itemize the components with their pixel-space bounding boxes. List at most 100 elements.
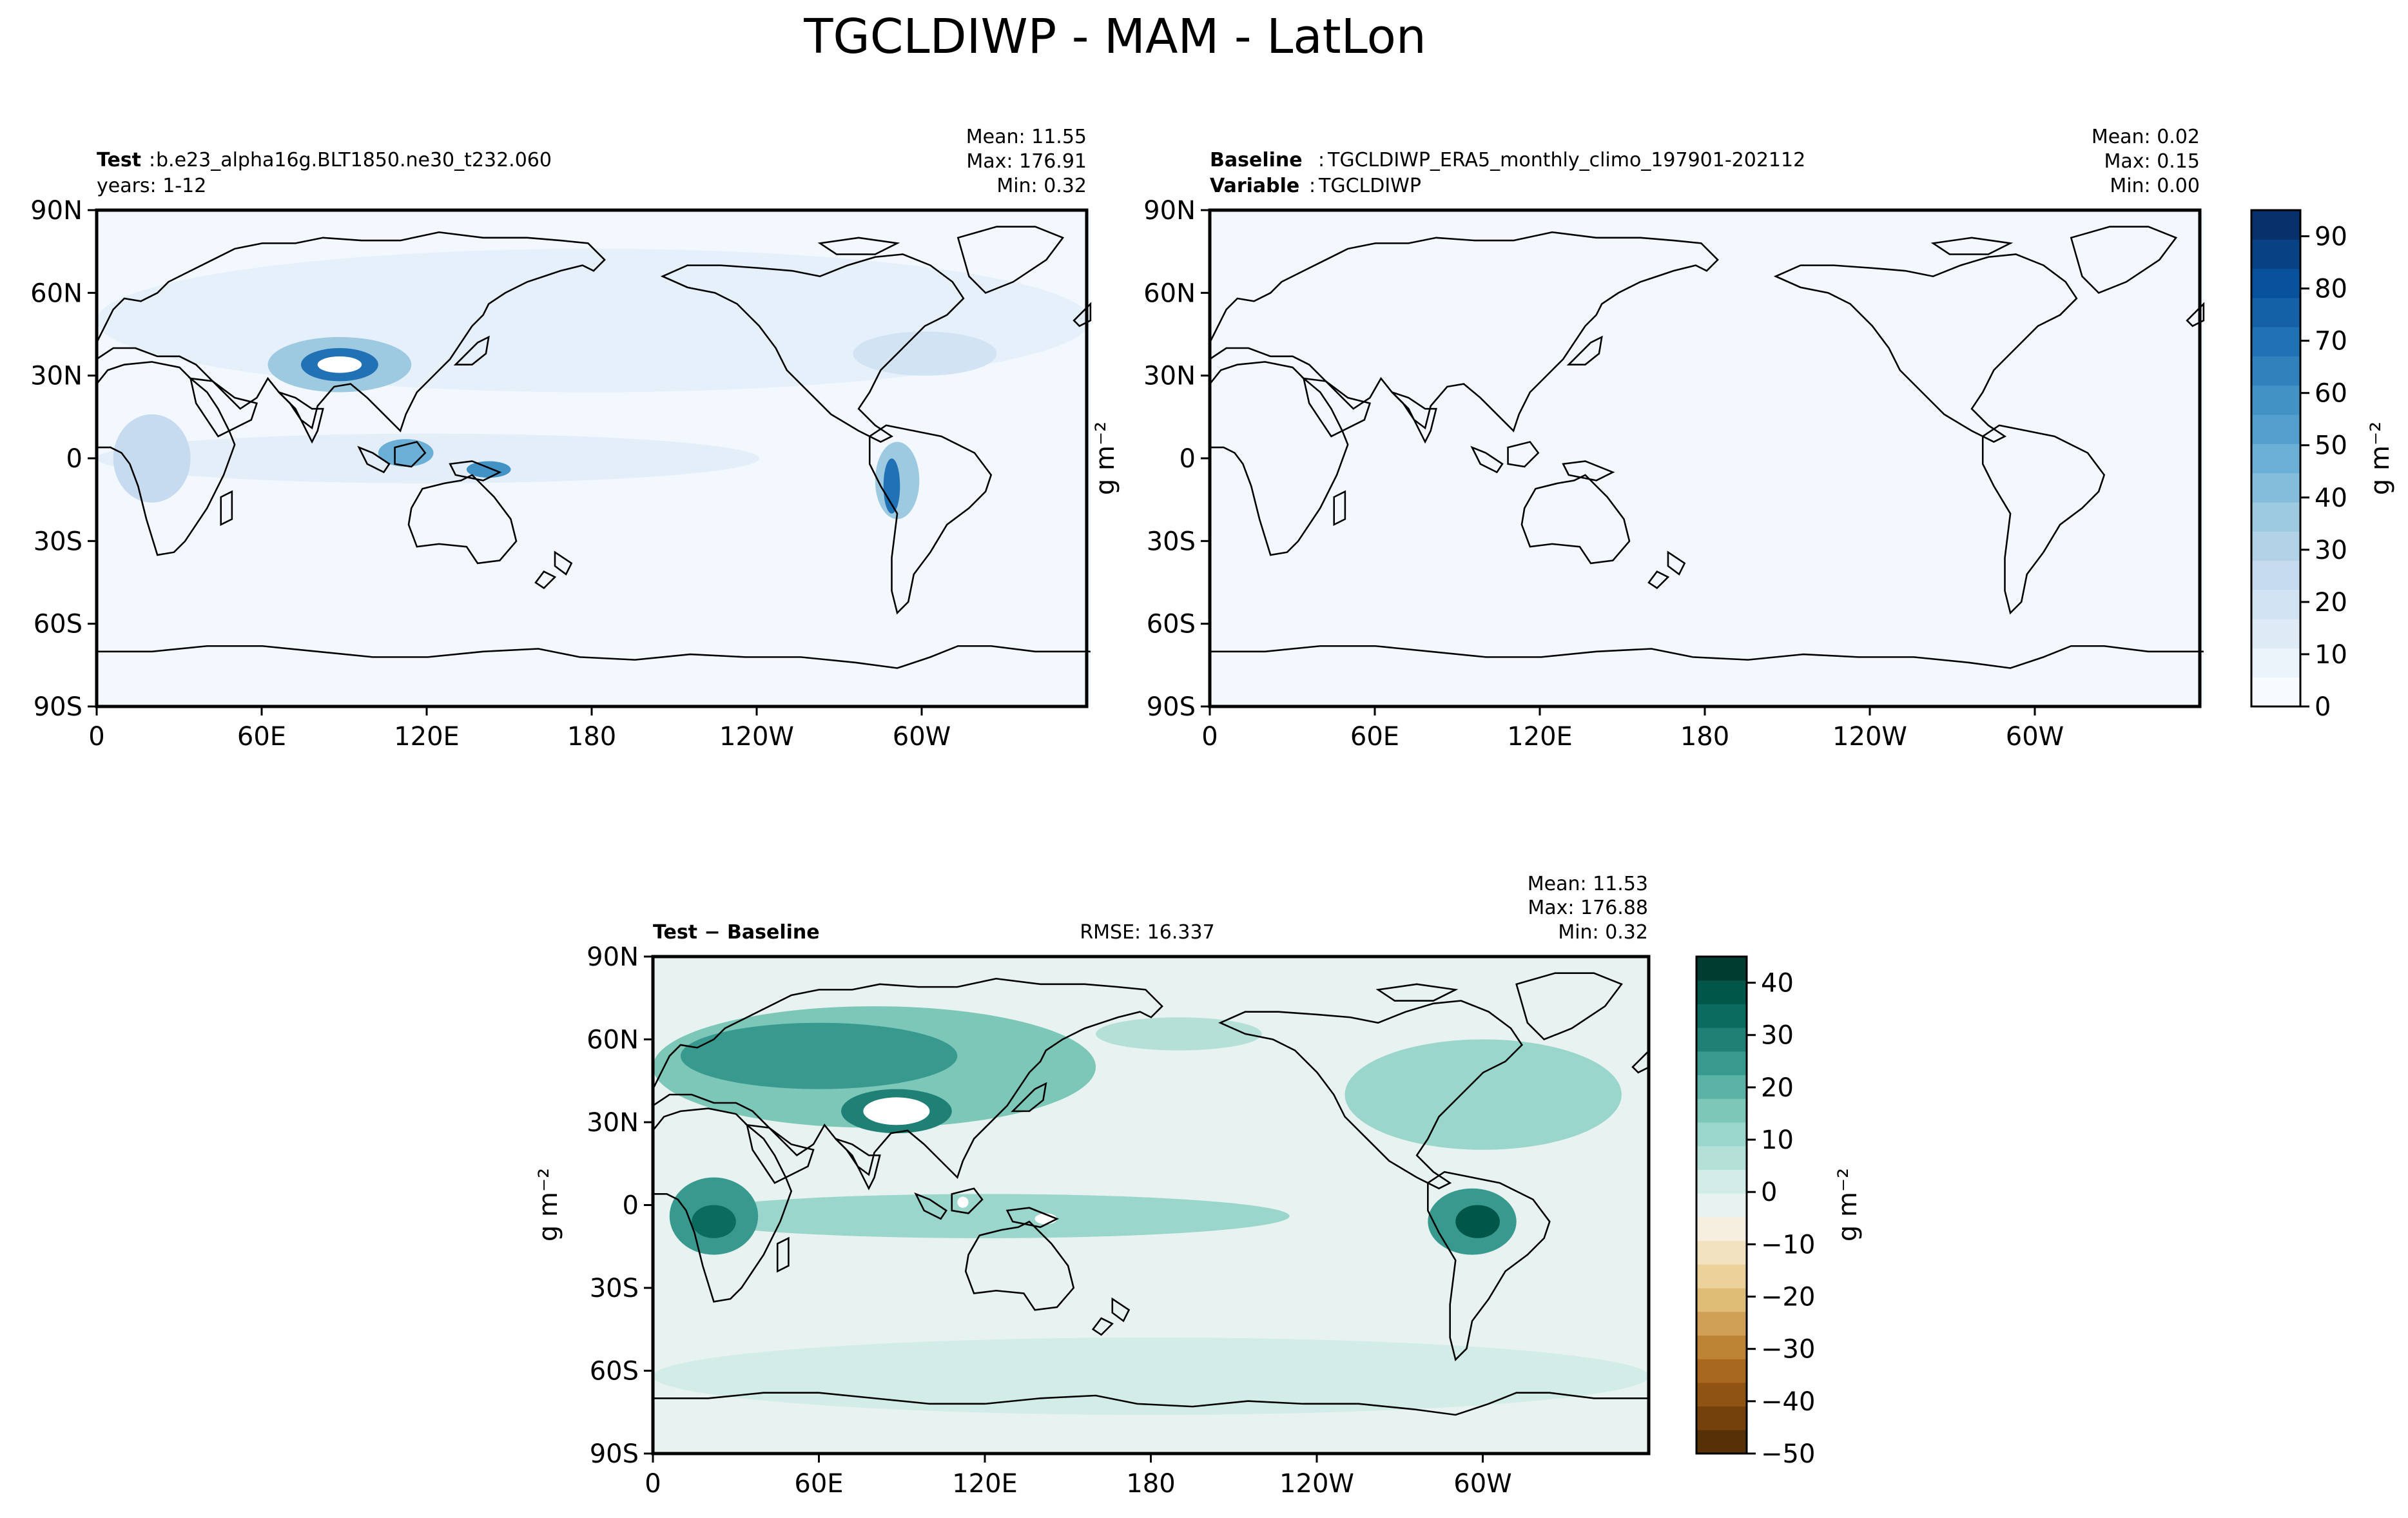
x-tick-label: 120W <box>1832 722 1907 752</box>
y-tick-label: 0 <box>1180 444 1196 474</box>
baseline-variable-bold: Variable <box>1210 175 1299 197</box>
colorbar-segment <box>2251 297 2300 327</box>
colorbar-tick-label: 10 <box>2315 640 2347 670</box>
svg-text::: : <box>1309 175 1316 197</box>
colorbar-segment <box>1696 1075 1747 1099</box>
baseline-mean: Mean: 0.02 <box>2092 126 2200 148</box>
difference-mean: Mean: 11.53 <box>1528 873 1648 895</box>
test-max: Max: 176.91 <box>966 150 1087 173</box>
colorbar-tick-label: 60 <box>2315 379 2347 409</box>
colorbar-tick-label: 40 <box>1761 969 1794 998</box>
colorbar-segment <box>1696 1193 1747 1218</box>
y-tick-label: 60N <box>1143 278 1196 308</box>
colorbar-segment <box>1696 1406 1747 1430</box>
colorbar-tick-label: −20 <box>1761 1283 1815 1312</box>
x-tick-label: 120E <box>952 1469 1018 1499</box>
test-case-name: b.e23_alpha16g.BLT1850.ne30_t232.060 <box>156 149 552 171</box>
colorbar-segment <box>2251 589 2300 619</box>
difference-ylabel: g m⁻² <box>534 1168 563 1241</box>
colorbar-segment <box>2251 210 2300 240</box>
colorbar-tick-label: −10 <box>1761 1230 1815 1260</box>
colorbar-tick-label: 30 <box>1761 1021 1794 1051</box>
y-tick-label: 60N <box>30 278 83 308</box>
x-tick-label: 120W <box>1279 1469 1354 1499</box>
baseline-map <box>1210 210 2204 707</box>
y-tick-label: 90N <box>30 196 83 226</box>
colorbar-segment <box>2251 619 2300 648</box>
difference-max: Max: 176.88 <box>1528 897 1648 919</box>
y-tick-label: 90N <box>587 942 639 972</box>
colorbar-segment <box>1696 1311 1747 1336</box>
baseline-ylabel: g m⁻² <box>1091 422 1120 495</box>
difference-rmse: RMSE: 16.337 <box>1080 921 1214 944</box>
colorbar-tick-label: 90 <box>2315 222 2347 252</box>
colorbar-segment <box>1696 1122 1747 1147</box>
baseline-dataset-name: TGCLDIWP_ERA5_monthly_climo_197901-20211… <box>1327 149 1805 171</box>
x-tick-label: 60E <box>794 1469 843 1499</box>
colorbar-segment <box>2251 327 2300 356</box>
colorbar-segment <box>1696 1004 1747 1028</box>
y-tick-label: 0 <box>623 1191 639 1221</box>
x-tick-label: 0 <box>645 1469 661 1499</box>
colorbar-segment <box>1696 1240 1747 1265</box>
colorbar-segment <box>2251 239 2300 269</box>
baseline-max: Max: 0.15 <box>2104 150 2200 173</box>
colorbar-tick-label: −30 <box>1761 1335 1815 1365</box>
colorbar-segment <box>2251 560 2300 590</box>
svg-text::: : <box>1318 149 1325 171</box>
colorbar-segment <box>1696 1430 1747 1454</box>
svg-text::: : <box>149 149 155 171</box>
colorbar-segment <box>2251 268 2300 298</box>
colorbar-tick-label: 0 <box>2315 692 2331 722</box>
y-tick-label: 90N <box>1143 196 1196 226</box>
difference-axis-ticks: 0 60E 120E 180 120W 60W 90N 60N 30N 0 30S 60S 90S <box>587 942 1512 1499</box>
colorbar-tick-label: 30 <box>2315 536 2347 565</box>
colorbar-segment <box>1696 1145 1747 1170</box>
colorbar-segment <box>1696 1027 1747 1052</box>
difference-min: Min: 0.32 <box>1558 921 1648 944</box>
x-tick-label: 120E <box>1507 722 1573 752</box>
test-min: Min: 0.32 <box>996 175 1087 197</box>
colorbar-segment <box>1696 957 1747 981</box>
x-tick-label: 180 <box>1126 1469 1175 1499</box>
blues-colorbar: 90 80 70 60 50 40 30 20 10 0 g m⁻² <box>2250 209 2395 722</box>
x-tick-label: 60W <box>1453 1469 1511 1499</box>
x-tick-label: 60E <box>1350 722 1399 752</box>
difference-label: Test − Baseline <box>653 921 820 944</box>
figure-title: TGCLDIWP - MAM - LatLon <box>803 9 1426 64</box>
colorbar-tick-label: 80 <box>2315 275 2347 304</box>
y-tick-label: 60S <box>34 610 83 639</box>
colorbar-segment <box>2251 385 2300 415</box>
colorbar-segment <box>2251 531 2300 561</box>
colorbar-segment <box>1696 1098 1747 1123</box>
colorbar-segment <box>2251 356 2300 386</box>
x-tick-label: 180 <box>1680 722 1729 752</box>
y-tick-label: 30N <box>30 362 83 391</box>
colorbar-segment <box>1696 1051 1747 1076</box>
colorbar-segment <box>1696 1335 1747 1359</box>
y-tick-label: 0 <box>66 444 83 474</box>
colorbar-segment <box>1696 1169 1747 1194</box>
colorbar-segment <box>2251 648 2300 678</box>
colorbar-segment <box>2251 677 2300 707</box>
colorbar-tick-label: −50 <box>1761 1439 1815 1469</box>
x-tick-label: 60W <box>2006 722 2064 752</box>
y-tick-label: 60S <box>1147 610 1196 639</box>
difference-panel: Test − Baseline RMSE: 16.337 Mean: 11.53… <box>534 873 1649 1499</box>
y-tick-label: 30N <box>1143 362 1196 391</box>
colorbar-tick-label: 20 <box>1761 1073 1794 1103</box>
test-years: years: 1-12 <box>97 175 206 197</box>
baseline-variable-name: TGCLDIWP <box>1318 175 1421 197</box>
y-tick-label: 60N <box>587 1026 639 1055</box>
test-panel: Test b.e23_alpha16g.BLT1850.ne30_t232.06… <box>30 126 1091 752</box>
colorbar-tick-label: 10 <box>1761 1125 1794 1155</box>
test-map <box>97 210 1091 707</box>
test-label-bold: Test <box>97 149 141 171</box>
colorbar-tick-label: 70 <box>2315 327 2347 356</box>
colorbar-segment <box>2251 443 2300 474</box>
x-tick-label: 120W <box>719 722 794 752</box>
colorbar-tick-label: 20 <box>2315 588 2347 618</box>
colorbar-segment <box>1696 1264 1747 1289</box>
colorbar-tick-label: −40 <box>1761 1387 1815 1417</box>
